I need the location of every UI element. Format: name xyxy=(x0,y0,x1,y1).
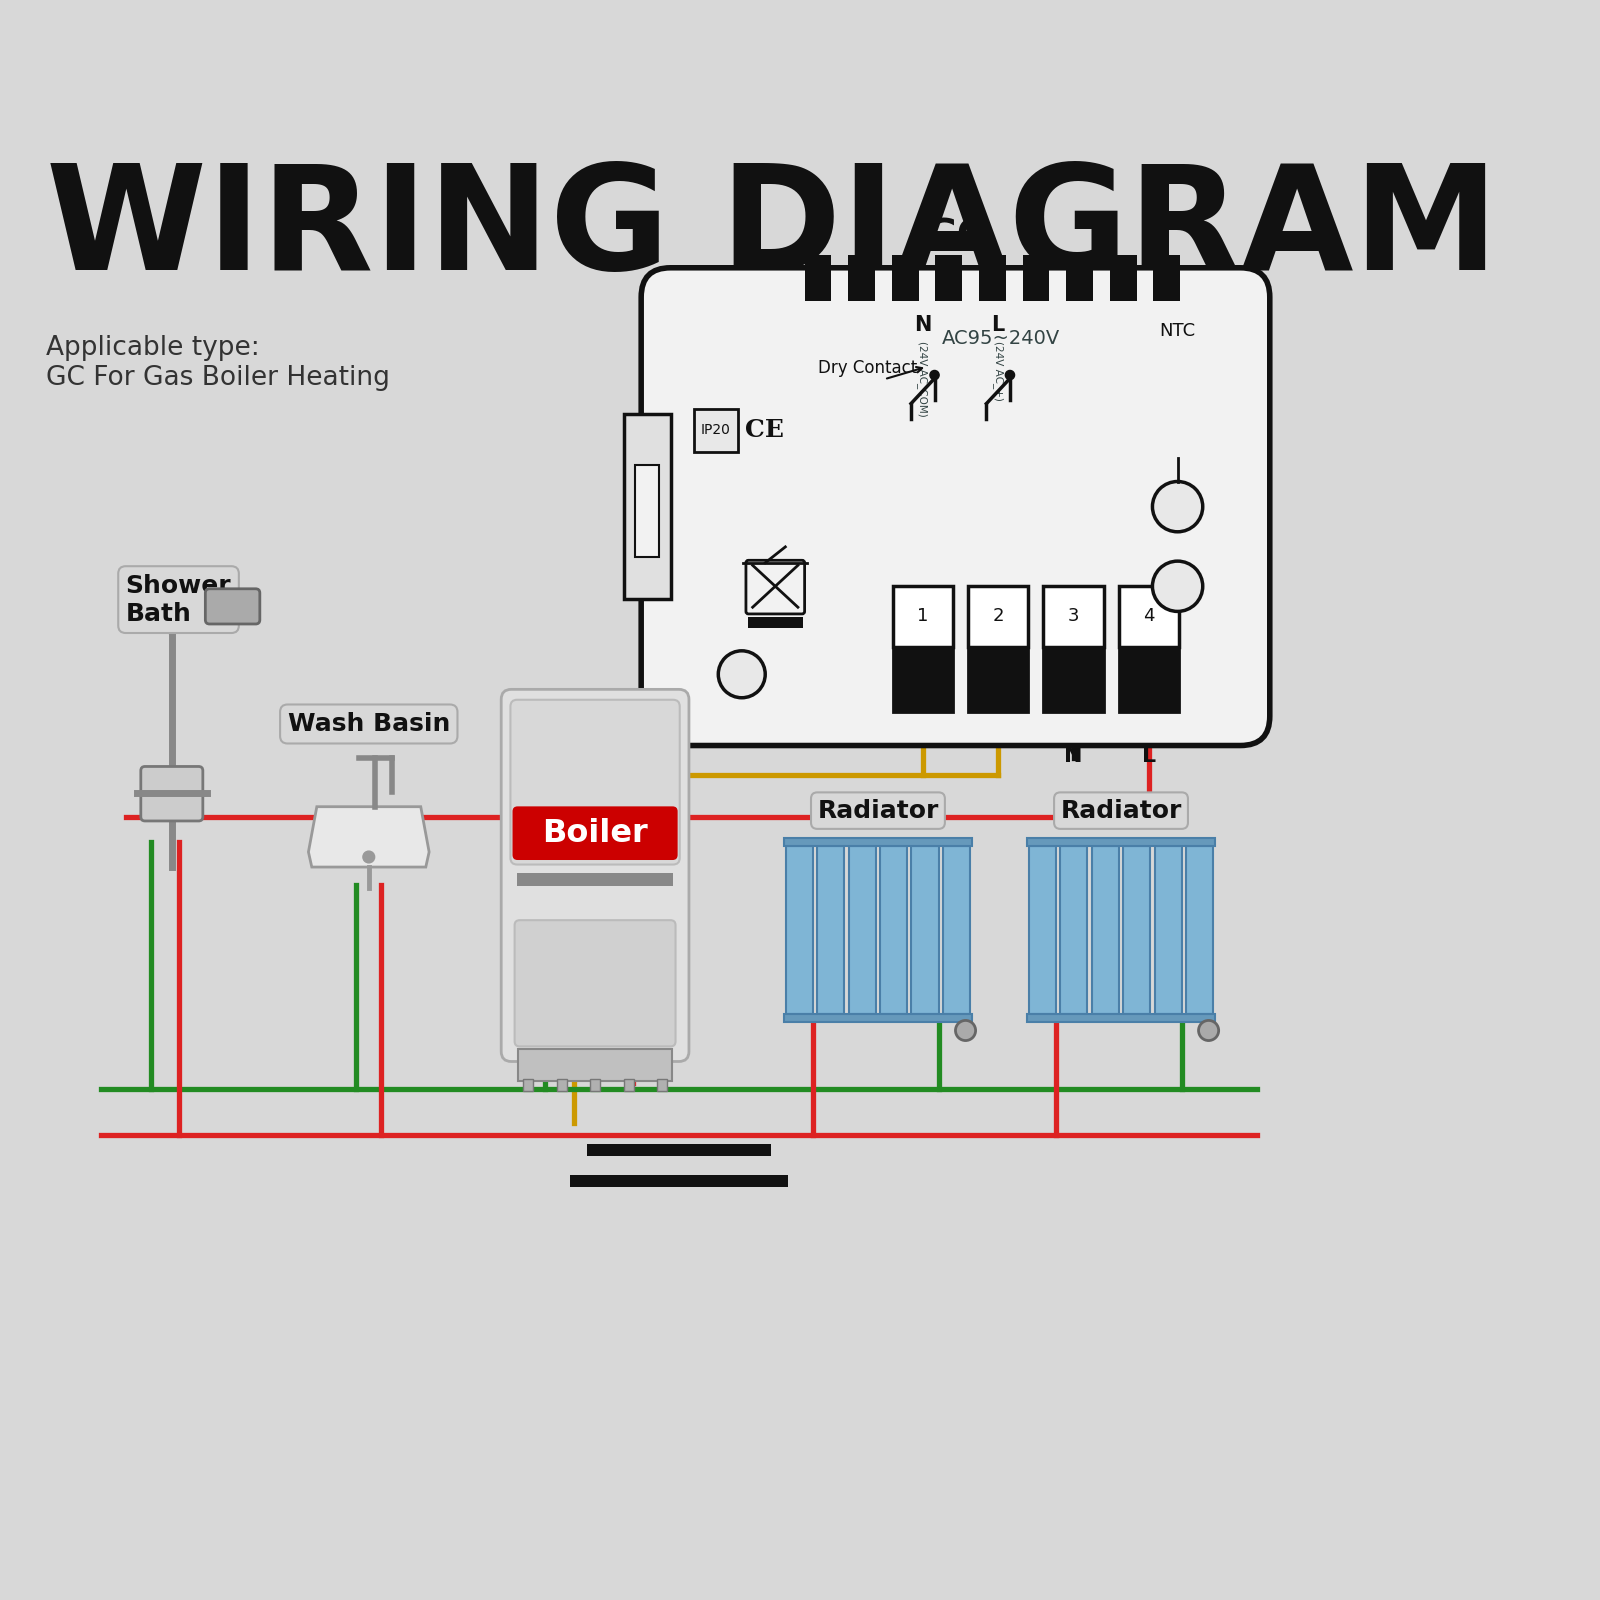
Circle shape xyxy=(1152,562,1203,611)
Bar xyxy=(587,1144,771,1157)
Text: CE: CE xyxy=(746,418,784,442)
Bar xyxy=(1091,846,1118,1014)
Text: 4: 4 xyxy=(1144,608,1155,626)
Bar xyxy=(805,256,832,301)
Text: N: N xyxy=(914,315,931,334)
Bar xyxy=(786,846,813,1014)
FancyBboxPatch shape xyxy=(512,806,678,861)
Bar xyxy=(635,464,659,557)
Bar xyxy=(1066,256,1093,301)
Text: Dry Contact: Dry Contact xyxy=(818,358,917,376)
Bar xyxy=(1110,256,1136,301)
Circle shape xyxy=(930,371,939,379)
Text: AC95~240V: AC95~240V xyxy=(942,330,1061,347)
Circle shape xyxy=(363,851,374,862)
Text: N: N xyxy=(1064,746,1083,765)
Bar xyxy=(891,256,918,301)
Bar xyxy=(658,1078,667,1091)
Text: GC: GC xyxy=(925,218,986,256)
Bar xyxy=(1022,256,1050,301)
Bar xyxy=(523,1078,533,1091)
Bar xyxy=(942,846,970,1014)
Bar xyxy=(1043,586,1104,646)
Text: L: L xyxy=(1142,746,1157,765)
Text: L: L xyxy=(992,315,1005,334)
Bar xyxy=(893,586,954,646)
Circle shape xyxy=(1152,482,1203,531)
Bar xyxy=(784,1014,973,1022)
Bar xyxy=(624,414,670,598)
Bar xyxy=(968,586,1029,646)
Bar xyxy=(694,408,738,453)
Bar xyxy=(590,1078,600,1091)
Text: Radiator: Radiator xyxy=(818,798,939,822)
Text: 2: 2 xyxy=(992,608,1003,626)
Bar xyxy=(848,256,875,301)
Text: WIRING DIAGRAM: WIRING DIAGRAM xyxy=(46,158,1499,299)
Bar xyxy=(557,1078,566,1091)
Bar xyxy=(818,846,845,1014)
Text: (24V AC_+): (24V AC_+) xyxy=(992,341,1003,400)
FancyBboxPatch shape xyxy=(515,920,675,1046)
Bar xyxy=(518,1050,672,1080)
Bar xyxy=(784,838,973,846)
Text: (24V AC_COM): (24V AC_COM) xyxy=(917,341,928,416)
FancyBboxPatch shape xyxy=(141,766,203,821)
Text: Shower
Bath: Shower Bath xyxy=(126,574,232,626)
FancyBboxPatch shape xyxy=(501,690,690,1061)
Text: NTC: NTC xyxy=(1160,322,1195,341)
Circle shape xyxy=(955,1021,976,1040)
Circle shape xyxy=(1005,371,1014,379)
Bar xyxy=(1027,838,1216,846)
Polygon shape xyxy=(309,806,429,867)
Bar xyxy=(936,256,962,301)
Bar xyxy=(570,1176,787,1187)
Circle shape xyxy=(718,651,765,698)
Text: 1: 1 xyxy=(917,608,928,626)
Bar xyxy=(1027,1014,1216,1022)
Bar xyxy=(1118,650,1179,712)
Bar xyxy=(1061,846,1088,1014)
FancyBboxPatch shape xyxy=(510,699,680,864)
Text: Wash Basin: Wash Basin xyxy=(288,712,450,736)
Bar xyxy=(1043,650,1104,712)
Bar xyxy=(912,846,939,1014)
Circle shape xyxy=(1198,1021,1219,1040)
Bar xyxy=(624,1078,634,1091)
Bar xyxy=(979,256,1006,301)
Bar xyxy=(1118,586,1179,646)
Text: Boiler: Boiler xyxy=(542,818,648,848)
Bar xyxy=(880,846,907,1014)
Bar xyxy=(968,650,1029,712)
Bar xyxy=(848,846,875,1014)
Text: IP20: IP20 xyxy=(701,424,731,437)
Text: Radiator: Radiator xyxy=(1061,798,1182,822)
FancyBboxPatch shape xyxy=(642,267,1270,746)
Text: 3: 3 xyxy=(1067,608,1080,626)
Bar xyxy=(517,874,674,886)
Text: Applicable type:
GC For Gas Boiler Heating: Applicable type: GC For Gas Boiler Heati… xyxy=(46,334,390,390)
Bar xyxy=(1155,846,1182,1014)
Bar xyxy=(1186,846,1213,1014)
Bar xyxy=(1154,256,1181,301)
Bar xyxy=(1123,846,1150,1014)
Bar xyxy=(747,618,803,629)
FancyBboxPatch shape xyxy=(205,589,259,624)
Bar xyxy=(893,650,954,712)
Bar xyxy=(1029,846,1056,1014)
